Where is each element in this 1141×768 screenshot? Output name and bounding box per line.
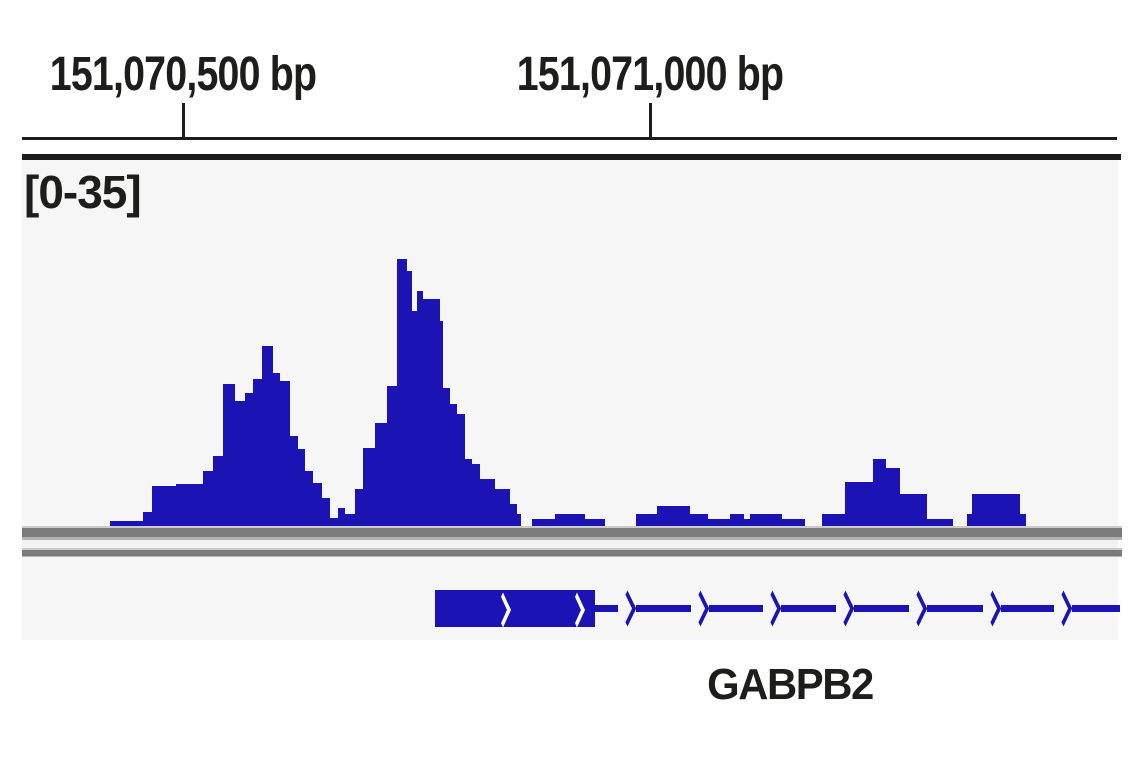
coverage-bar [1020,514,1026,526]
coverage-bar [782,519,805,526]
track-separator-bar [22,526,1122,540]
coverage-bar [322,498,330,526]
ruler-tick [182,103,185,139]
coverage-bar [927,519,953,526]
coverage-bar [298,449,305,526]
coverage-bar [305,471,313,526]
intron-strand-arrow-icon [909,590,927,627]
coverage-bar [495,489,510,526]
data-range-label: [0-35] [24,166,142,218]
coverage-bar [280,381,290,526]
gene-annotation-track[interactable] [22,557,1120,640]
track-divider [22,154,1121,160]
coordinate-label: 151,070,500 bp [49,48,317,101]
coverage-bar [657,506,690,526]
coverage-bar [253,379,262,526]
coverage-bar [886,468,900,526]
coverage-bar [636,514,657,526]
coverage-bar [152,486,176,526]
coverage-bar [443,388,450,526]
signal-bars [22,160,1118,526]
coverage-bar [262,346,273,526]
coverage-bar [532,519,555,526]
coverage-bar [480,479,495,526]
coverage-bar [290,436,298,526]
coverage-bar [450,404,457,526]
coverage-bar [845,482,873,526]
coverage-bar [203,471,213,526]
coverage-bar [873,459,886,526]
coverage-bar [465,459,472,526]
coverage-bar [750,514,782,526]
intron-strand-arrow-icon [691,590,709,627]
coverage-bar [690,514,708,526]
coverage-bar [472,464,480,526]
coverage-bar [417,291,423,526]
coverage-bar [355,489,363,526]
coverage-bar [330,518,338,526]
intron-strand-arrow-icon [836,590,854,627]
exon-strand-arrow-icon [569,592,585,628]
coverage-bar [397,259,407,526]
coverage-bar [273,373,280,526]
intron-strand-arrow-icon [1054,590,1072,627]
coverage-bar [338,508,345,526]
coverage-bar [110,521,143,526]
track-separator-bar [22,548,1122,557]
coverage-bar [967,514,972,526]
coverage-bar [517,514,521,526]
coverage-bar [423,299,440,526]
coverage-bar [363,448,375,526]
gene-exon-box [435,590,595,628]
coverage-bar [510,504,517,526]
coverage-bar [822,514,845,526]
exon-strand-arrow-icon [495,592,511,628]
intron-strand-arrow-icon [618,590,636,627]
gene-name-label: GABPB2 [707,660,874,709]
coordinate-label: 151,071,000 bp [516,48,784,101]
coverage-bar [176,484,203,526]
coverage-bar [213,456,223,526]
coverage-bar [375,423,387,526]
coverage-bar [235,401,245,526]
track-separator-gap [22,540,1118,548]
coverage-bar [744,519,750,526]
ruler-baseline [22,137,1117,140]
intron-strand-arrow-icon [983,590,1001,627]
coverage-bar [143,512,152,526]
coverage-bar [245,393,253,526]
ruler-tick [649,103,652,139]
coverage-bar [440,321,443,526]
coverage-bar [313,483,322,526]
coverage-bar [708,519,730,526]
gene-intron-line [595,605,1120,612]
coverage-bar [387,386,397,526]
intron-strand-arrow-icon [763,590,781,627]
coverage-bar [223,384,235,526]
chipseq-signal-track[interactable]: [0-35] [22,160,1118,526]
coverage-bar [407,271,412,526]
coverage-bar [412,311,417,526]
coverage-bar [730,514,744,526]
coverage-bar [555,514,585,526]
coverage-bar [585,519,605,526]
coverage-bar [972,494,1020,526]
coverage-bar [345,514,355,526]
coverage-bar [457,414,465,526]
coverage-bar [900,494,927,526]
